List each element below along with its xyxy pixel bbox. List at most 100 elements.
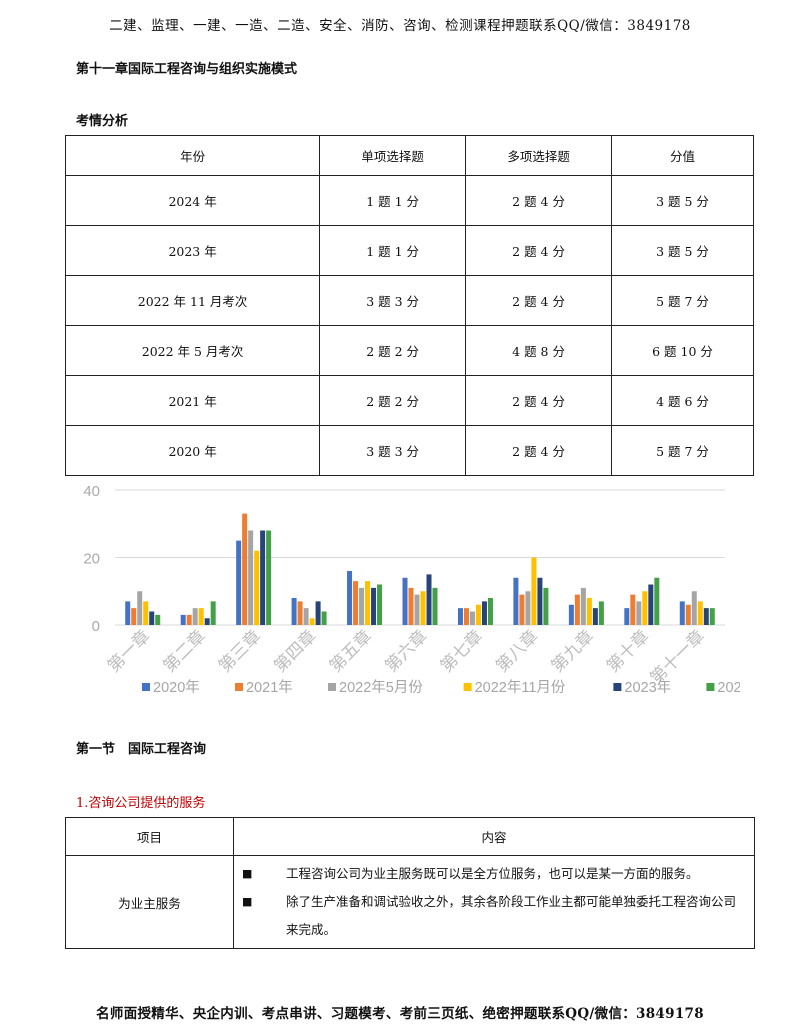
bar bbox=[513, 577, 519, 625]
table-cell: 6 题 10 分 bbox=[611, 325, 754, 376]
legend-swatch bbox=[328, 683, 336, 691]
table-cell: 4 题 6 分 bbox=[611, 375, 754, 426]
bar bbox=[432, 587, 438, 625]
bar bbox=[519, 594, 525, 625]
bar bbox=[297, 601, 303, 625]
table-cell: 2021 年 bbox=[64, 375, 321, 426]
bar bbox=[365, 581, 371, 625]
table-row: 为业主服务 ■ 工程咨询公司为业主服务既可以是全方位服务，也可以是某一方面的服务… bbox=[65, 855, 755, 949]
bar bbox=[186, 614, 192, 625]
footer-banner: 名师面授精华、央企内训、考点串讲、习题模考、考前三页纸、绝密押题联系QQ/微信：… bbox=[96, 1006, 704, 1022]
table-cell: 2022 年 5 月考次 bbox=[64, 325, 321, 376]
table-row: 2020 年 3 题 3 分 2 题 4 分 5 题 7 分 bbox=[64, 425, 754, 476]
table-row: 2022 年 11 月考次 3 题 3 分 2 题 4 分 5 题 7 分 bbox=[64, 275, 754, 326]
column-header: 项目 bbox=[65, 817, 234, 856]
table-cell: 1 题 1 分 bbox=[319, 225, 467, 276]
bar bbox=[125, 601, 131, 625]
bar bbox=[371, 587, 377, 625]
column-header: 多项选择题 bbox=[465, 135, 613, 176]
bar bbox=[642, 591, 648, 625]
table-row: 2021 年 2 题 2 分 2 题 4 分 4 题 6 分 bbox=[64, 375, 754, 426]
column-header: 内容 bbox=[233, 817, 755, 856]
bar bbox=[531, 557, 537, 625]
bar bbox=[586, 598, 592, 625]
table-cell: 3 题 3 分 bbox=[319, 275, 467, 326]
legend-label: 2020年 bbox=[153, 679, 200, 696]
table-cell: 3 题 3 分 bbox=[319, 425, 467, 476]
bar bbox=[679, 601, 685, 625]
bar bbox=[463, 608, 469, 625]
table-cell: 2023 年 bbox=[64, 225, 321, 276]
table-cell: 5 题 7 分 bbox=[611, 425, 754, 476]
table-cell: 2 题 2 分 bbox=[319, 325, 467, 376]
table-cell: 2 题 4 分 bbox=[465, 175, 613, 226]
bar bbox=[353, 581, 359, 625]
table-row: 2022 年 5 月考次 2 题 2 分 4 题 8 分 6 题 10 分 bbox=[64, 325, 754, 376]
bar bbox=[192, 608, 198, 625]
legend-swatch bbox=[706, 683, 715, 691]
table-header-row: 项目 内容 bbox=[65, 817, 755, 856]
legend-swatch bbox=[142, 683, 150, 691]
column-header: 年份 bbox=[64, 135, 321, 176]
bar bbox=[131, 608, 137, 625]
bar bbox=[457, 608, 463, 625]
table-cell: 2 题 4 分 bbox=[465, 375, 613, 426]
table-cell: 2 题 4 分 bbox=[465, 225, 613, 276]
bar bbox=[242, 513, 248, 625]
table-cell: 5 题 7 分 bbox=[611, 275, 754, 326]
bar bbox=[481, 601, 487, 625]
header-banner: 二建、监理、一建、一造、二造、安全、消防、咨询、检测课程押题联系QQ/微信：38… bbox=[109, 18, 691, 34]
bar bbox=[648, 584, 654, 625]
service-item: 为业主服务 bbox=[65, 855, 234, 949]
bar bbox=[685, 604, 691, 625]
bar bbox=[598, 601, 604, 625]
table-row: 2023 年 1 题 1 分 2 题 4 分 3 题 5 分 bbox=[64, 225, 754, 276]
bar bbox=[580, 587, 586, 625]
bar bbox=[198, 608, 204, 625]
bar bbox=[537, 577, 543, 625]
bar bbox=[420, 591, 426, 625]
table-row: 2024 年 1 题 1 分 2 题 4 分 3 题 5 分 bbox=[64, 175, 754, 226]
bar bbox=[469, 611, 475, 625]
bullet-point: ■ 除了生产准备和调试验收之外，其余各阶段工作业主都可能单独委托工程咨询公司来完… bbox=[242, 888, 744, 944]
bar bbox=[630, 594, 636, 625]
bar bbox=[574, 594, 580, 625]
bar bbox=[377, 584, 383, 625]
table-cell: 2 题 4 分 bbox=[465, 275, 613, 326]
analysis-title: 考情分析 bbox=[76, 114, 129, 129]
bar bbox=[303, 608, 309, 625]
table-cell: 3 题 5 分 bbox=[611, 175, 754, 226]
bar bbox=[347, 571, 353, 625]
table-cell: 4 题 8 分 bbox=[465, 325, 613, 376]
column-header: 单项选择题 bbox=[319, 135, 467, 176]
bar bbox=[359, 587, 365, 625]
y-tick-label: 20 bbox=[83, 551, 100, 568]
bar bbox=[487, 598, 493, 625]
bar bbox=[137, 591, 143, 625]
legend-label: 2021年 bbox=[246, 679, 293, 696]
x-tick-label: 第二章 bbox=[160, 626, 210, 676]
bar bbox=[143, 601, 149, 625]
bar bbox=[155, 614, 161, 625]
x-tick-label: 第七章 bbox=[437, 626, 487, 676]
legend-label: 2023年 bbox=[624, 679, 671, 696]
y-tick-label: 40 bbox=[83, 483, 100, 500]
chapter-title: 第十一章国际工程咨询与组织实施模式 bbox=[76, 62, 298, 77]
square-bullet-icon: ■ bbox=[242, 867, 253, 880]
column-header: 分值 bbox=[611, 135, 754, 176]
bar bbox=[709, 608, 715, 625]
legend-label: 2022年5月份 bbox=[339, 679, 423, 696]
y-tick-label: 0 bbox=[92, 618, 100, 635]
bar bbox=[254, 550, 260, 625]
table-cell: 2024 年 bbox=[64, 175, 321, 226]
bar bbox=[426, 574, 432, 625]
subsection-title: 1.咨询公司提供的服务 bbox=[76, 796, 206, 811]
x-tick-label: 第三章 bbox=[215, 626, 265, 676]
bar bbox=[180, 614, 186, 625]
bar bbox=[697, 601, 703, 625]
x-tick-label: 第六章 bbox=[381, 626, 431, 676]
table-cell: 2022 年 11 月考次 bbox=[64, 275, 321, 326]
x-tick-label: 第九章 bbox=[548, 626, 598, 676]
table-cell: 2020 年 bbox=[64, 425, 321, 476]
